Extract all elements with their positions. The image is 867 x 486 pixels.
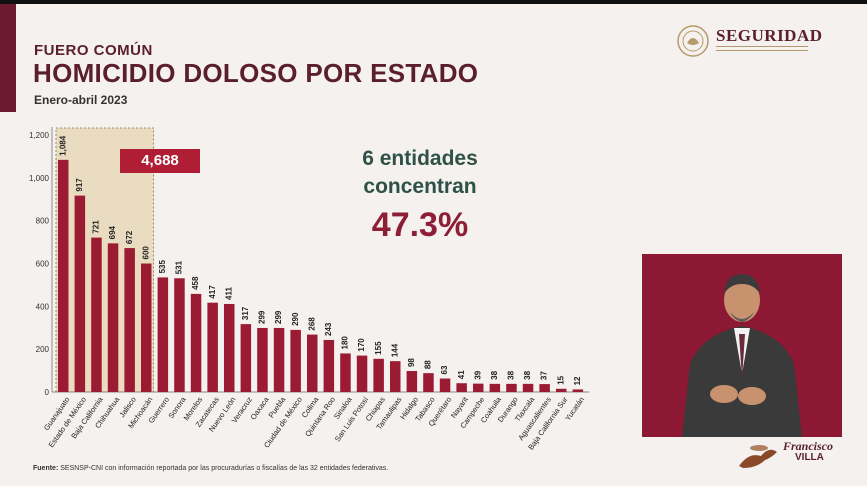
data-label: 38 [523,370,532,379]
data-label: 290 [291,312,300,326]
y-tick-label: 1,000 [29,174,50,183]
bar [340,353,351,392]
data-label: 180 [341,336,350,350]
y-tick-label: 400 [36,302,50,311]
mexico-seal-icon [677,25,709,57]
bar [257,327,268,392]
top-rule [0,0,867,4]
bar [190,293,202,392]
bar [406,371,418,392]
bar [157,277,169,392]
callout-percent: 47.3% [371,206,469,244]
data-label: 155 [374,341,383,355]
data-label: 694 [108,225,117,239]
highlight-border [55,127,154,392]
bar [224,303,235,392]
bar [290,329,301,392]
accent-bar [0,4,16,112]
bar [390,361,401,392]
bar [539,384,550,392]
bar [556,388,567,392]
data-label: 317 [241,306,250,320]
bar [141,263,152,392]
data-label: 299 [274,310,283,324]
callout-headline: 6 entidades concentran [330,145,510,201]
data-label: 41 [457,370,466,379]
data-label: 600 [141,246,150,260]
y-tick-label: 0 [45,388,50,397]
bar [207,302,218,392]
data-label: 15 [556,375,565,384]
data-label: 38 [490,370,499,379]
bar [74,195,86,392]
bar [323,339,335,392]
data-label: 721 [92,220,101,234]
bar [107,243,119,392]
source-text: SESNSP-CNI con información reportada por… [60,465,389,472]
interpreter-person-image [642,254,842,437]
bar [439,378,451,392]
bar [373,358,384,392]
highlight-total-badge: 4,688 [120,149,200,173]
data-label: 39 [473,370,482,379]
bar [124,248,135,392]
data-label: 170 [357,338,366,352]
data-label: 917 [75,178,84,192]
seguridad-logo: SEGURIDAD [676,24,846,58]
data-label: 63 [440,365,449,374]
data-label: 38 [507,370,516,379]
data-label: 98 [407,358,416,367]
callout-line-1: 6 entidades [362,147,478,170]
source-note: Fuente: SESNSP-CNI con información repor… [33,465,388,472]
data-label: 411 [224,287,233,300]
bar [506,383,517,392]
bar [456,383,467,392]
data-label: 144 [390,343,399,357]
bar [572,389,584,392]
data-label: 535 [158,260,167,274]
data-label: 37 [540,371,549,380]
data-label: 1,084 [58,135,67,156]
source-label: Fuente: [33,465,59,472]
data-label: 12 [573,376,582,385]
y-tick-label: 200 [36,345,50,354]
bar [307,334,318,392]
bar [91,237,102,392]
bar [522,383,534,392]
brand-line-2: VILLA [795,452,824,463]
data-label: 88 [424,360,433,369]
brand-line-1: Francisco [783,439,834,453]
bar [423,373,434,392]
data-label: 299 [258,310,267,324]
callout-line-2: concentran [363,175,477,198]
data-label: 417 [208,285,217,299]
y-tick-label: 800 [36,217,50,226]
sign-language-interpreter-video [642,254,842,437]
period-label: Enero-abril 2023 [34,93,128,107]
data-label: 268 [307,317,316,331]
y-tick-label: 600 [36,260,50,269]
data-label: 243 [324,322,333,336]
logo-rule [716,46,808,47]
x-tick-label: Oaxaca [248,395,271,422]
bar [473,383,484,392]
bar [58,159,69,392]
bar [240,324,252,392]
bar [356,355,368,392]
francisco-villa-logo: Francisco VILLA [735,438,845,474]
y-tick-label: 1,200 [29,131,50,140]
logo-rule [716,50,808,51]
horseman-icon [739,445,777,468]
data-label: 531 [175,260,184,274]
page-title: HOMICIDIO DOLOSO POR ESTADO [33,58,479,88]
logo-wordmark: SEGURIDAD [716,26,823,45]
eyebrow-label: FUERO COMÚN [34,42,153,59]
bar [273,327,285,392]
bar [174,278,185,392]
data-label: 672 [125,230,134,244]
data-label: 458 [191,276,200,290]
bar [489,383,501,392]
bar-chart: 02004006008001,0001,2001,084Guanajuato91… [29,127,590,452]
